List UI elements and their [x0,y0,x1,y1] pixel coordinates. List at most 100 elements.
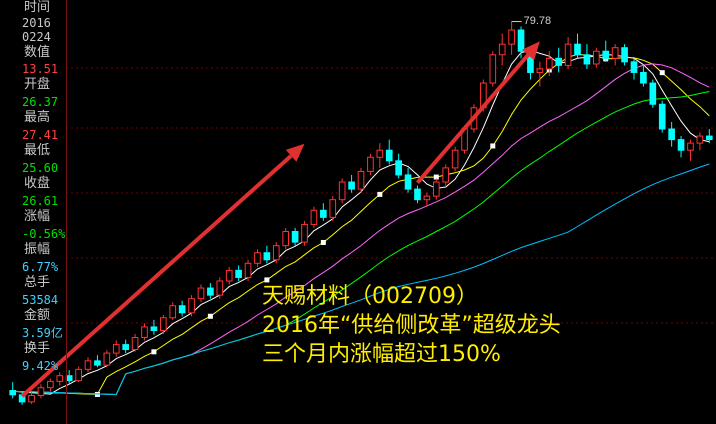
date-year: 2016 [22,16,51,30]
candle-body [451,149,459,169]
candle-body [668,128,675,141]
candle-body [423,195,431,201]
candle-body [310,209,318,225]
trend-arrowhead-2 [522,41,540,61]
candle-body [37,387,45,397]
candle-body [517,29,525,52]
low-label: 最低 [24,143,51,158]
candle-body [263,252,271,261]
amount-value: 3.59亿 [22,326,63,340]
value-text: 13.51 [22,62,59,76]
candle-body [348,181,355,190]
candle-body [338,181,346,201]
turnover-label: 换手 [24,341,51,356]
candle-body [65,375,73,382]
change-value: -0.56% [22,227,66,241]
candle-body [103,352,111,366]
candle-body [508,29,515,45]
amplitude-label: 振幅 [24,242,51,257]
candle-body [94,360,101,366]
candle-body [159,317,167,331]
candle-body [498,43,506,56]
ma60-line [12,163,710,396]
volume-label: 总手 [24,275,51,290]
ma-marker [377,191,383,197]
ma-marker [320,239,326,245]
candle-body [677,139,685,151]
candle-body [122,344,129,351]
turnover-value: 9.42% [22,359,59,373]
candle-body [376,149,384,158]
candle-body [272,245,280,261]
time-label: 时间 [24,0,51,15]
trend-arrow-2 [415,53,530,185]
candle-body [442,167,450,183]
candle-body [555,57,563,66]
caption-line-1: 天赐材料（002709） [262,284,478,309]
ma-marker [207,313,213,319]
candle-body [545,57,553,70]
ma-marker [659,70,665,76]
volume-value: 53584 [22,293,59,307]
candle-body [320,209,327,218]
close-value: 26.61 [22,194,59,208]
candle-body [225,269,233,282]
trend-arrowhead-1 [285,143,305,162]
candle-body [47,380,54,389]
value-label: 数值 [24,45,51,60]
candle-body [112,344,120,354]
candle-body [216,280,224,296]
peak-price-label: 79.78 [523,14,552,27]
candle-body [141,326,148,339]
candle-body [536,68,544,73]
ma-marker [94,391,100,397]
candle-body [197,287,205,300]
candle-body [169,305,177,319]
caption-line-2: 2016年“供给侧改革”超级龙头 [262,313,561,338]
open-label: 开盘 [24,77,51,92]
candle-body [188,298,195,314]
candle-body [621,47,628,63]
high-label: 最高 [24,110,51,125]
candle-body [254,252,261,264]
candle-body [244,262,252,278]
ma-marker [151,349,157,355]
candle-body [705,135,713,141]
close-label: 收盘 [24,176,51,191]
candle-body [56,375,64,382]
candle-body [301,223,308,243]
candle-body [414,188,421,201]
candle-body [84,360,92,370]
date-day: 0224 [22,30,51,44]
ma-marker [433,174,439,180]
amount-label: 金额 [24,308,51,323]
ma-marker [264,277,270,283]
candle-body [282,231,290,247]
candle-body [489,54,497,84]
candle-body [602,50,610,59]
candle-body [207,287,214,296]
low-value: 25.60 [22,161,59,175]
candle-body [291,231,299,243]
candle-body [395,160,402,176]
candle-body [574,43,581,56]
candle-body [367,156,374,172]
high-value: 27.41 [22,128,59,142]
candle-body [178,305,186,314]
caption-line-3: 三个月内涨幅超过150% [262,342,501,367]
info-panel: 时间 2016 0224 数值 13.51 开盘 26.37 最高 27.41 … [0,0,67,424]
candle-body [28,395,35,403]
amplitude-value: 6.77% [22,260,59,274]
candle-body [658,103,666,130]
candle-body [131,337,139,351]
candle-body [150,326,158,331]
candle-body [235,269,242,278]
candle-body [357,170,365,190]
caption-overlay: 天赐材料（002709） 2016年“供给侧改革”超级龙头 三个月内涨幅超过15… [262,282,561,369]
candle-body [630,61,638,73]
candle-body [75,368,82,382]
candle-body [385,149,393,162]
candle-body [432,181,440,197]
candle-body [696,135,704,144]
candle-body [9,390,17,396]
